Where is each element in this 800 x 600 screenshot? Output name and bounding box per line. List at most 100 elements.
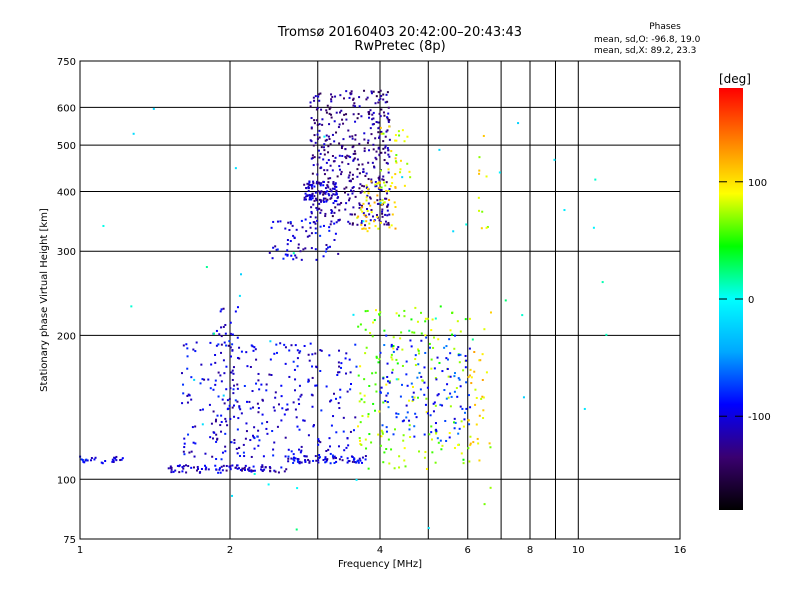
echo-point (313, 195, 316, 198)
echo-point (186, 394, 189, 397)
echo-point (446, 358, 449, 361)
echo-point (269, 340, 272, 343)
echo-point (465, 359, 468, 362)
echo-point (325, 161, 328, 164)
echo-point (462, 425, 465, 428)
echo-point (340, 201, 343, 204)
echo-point (403, 140, 406, 143)
echo-point (225, 469, 228, 472)
echo-point (203, 464, 206, 467)
echo-point (252, 469, 255, 472)
echo-point (193, 455, 196, 458)
echo-point (301, 226, 304, 229)
echo-point (464, 318, 467, 321)
echo-point (314, 248, 317, 251)
echo-point (478, 169, 481, 172)
echo-point (330, 424, 333, 427)
echo-point (332, 181, 335, 184)
echo-point (239, 468, 242, 471)
echo-point (473, 370, 476, 373)
echo-point (310, 206, 313, 209)
echo-point (383, 114, 386, 117)
echo-point (410, 318, 413, 321)
echo-point (205, 466, 208, 469)
echo-point (317, 149, 320, 152)
echo-point (460, 420, 463, 423)
echo-point (120, 458, 123, 461)
echo-point (207, 468, 210, 471)
echo-point (338, 123, 341, 126)
echo-point (296, 349, 299, 352)
echo-point (364, 458, 367, 461)
echo-point (385, 161, 388, 164)
echo-point (474, 388, 477, 391)
echo-point (347, 176, 350, 179)
echo-point (325, 248, 328, 251)
echo-point (199, 409, 202, 412)
echo-point (384, 144, 387, 147)
echo-point (409, 436, 412, 439)
echo-point (242, 443, 245, 446)
echo-point (362, 168, 365, 171)
echo-point (233, 384, 236, 387)
echo-point (376, 215, 379, 218)
echo-point (333, 455, 336, 458)
echo-point (314, 384, 317, 387)
echo-point (380, 132, 383, 135)
echo-point (316, 133, 319, 136)
echo-point (220, 335, 223, 338)
echo-point (295, 416, 298, 419)
echo-point (314, 222, 317, 225)
echo-point (353, 213, 356, 216)
echo-point (309, 139, 312, 142)
echo-point (476, 437, 479, 440)
echo-point (296, 459, 299, 462)
echo-point (414, 412, 417, 415)
echo-point (378, 98, 381, 101)
echo-point (341, 161, 344, 164)
echo-point (319, 192, 322, 195)
echo-point (366, 96, 369, 99)
echo-point (285, 408, 288, 411)
echo-point (292, 258, 295, 261)
echo-point (340, 455, 343, 458)
echo-point (436, 437, 439, 440)
echo-point (374, 409, 377, 412)
echo-point (112, 459, 115, 462)
echo-point (318, 123, 321, 126)
echo-point (387, 106, 390, 109)
echo-point (423, 366, 426, 369)
echo-point (333, 120, 336, 123)
echo-point (253, 447, 256, 450)
echo-point (319, 349, 322, 352)
echo-point (485, 371, 488, 374)
echo-point (316, 137, 319, 140)
echo-point (408, 399, 411, 402)
echo-point (350, 189, 353, 192)
echo-point (194, 442, 197, 445)
echo-point (322, 180, 325, 183)
echo-point (183, 446, 186, 449)
echo-point (313, 199, 316, 202)
echo-point (384, 213, 387, 216)
echo-point (381, 431, 384, 434)
echo-point (481, 378, 484, 381)
echo-point (286, 249, 289, 252)
echo-point (438, 361, 441, 364)
echo-point (231, 333, 234, 336)
echo-point (330, 116, 333, 119)
echo-point (363, 213, 366, 216)
echo-point (386, 116, 389, 119)
echo-point (331, 187, 334, 190)
echo-point (327, 192, 330, 195)
echo-point (316, 219, 319, 222)
echo-point (335, 191, 338, 194)
echo-point (198, 471, 201, 474)
echo-point (347, 193, 350, 196)
echo-point (394, 160, 397, 163)
echo-point (359, 392, 362, 395)
echo-point (299, 451, 302, 454)
echo-point (286, 239, 289, 242)
echo-point (338, 365, 341, 368)
echo-point (378, 135, 381, 138)
